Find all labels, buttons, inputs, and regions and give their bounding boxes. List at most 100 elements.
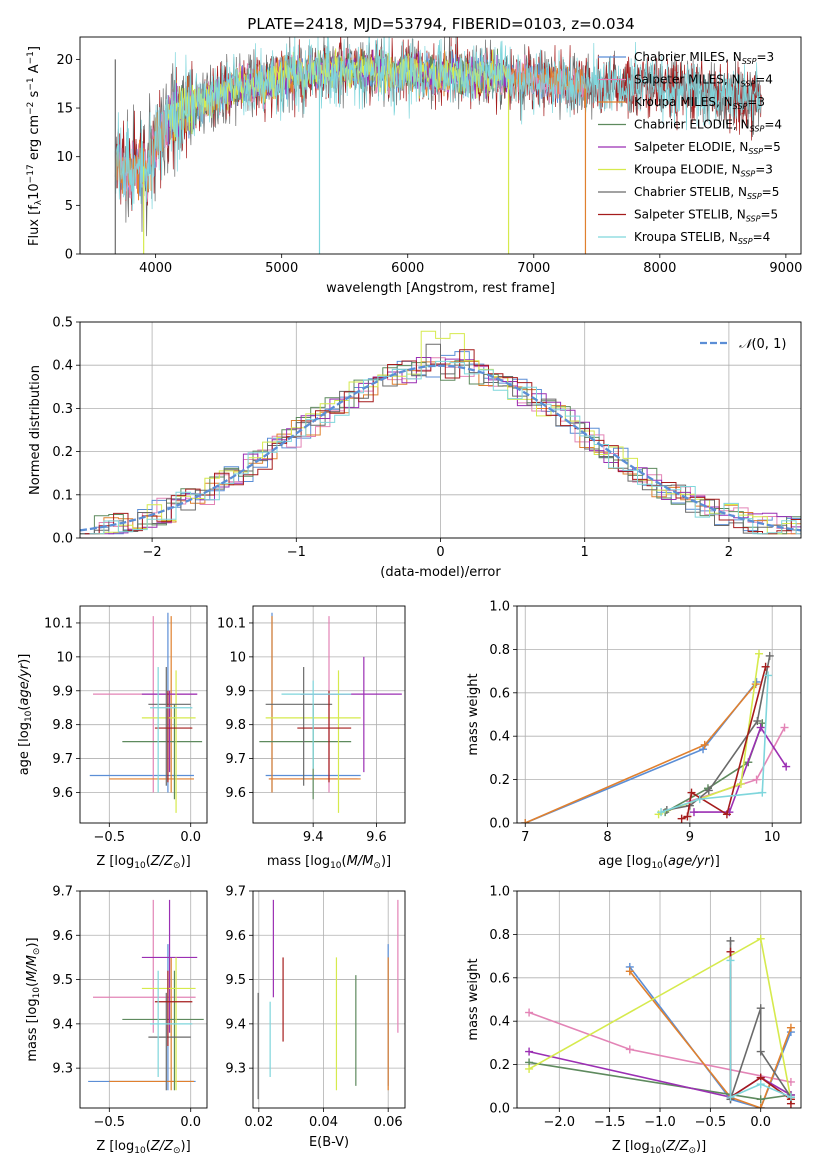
y-tick-label: 5 [65,199,73,214]
data-point-marker [657,808,666,817]
y-tick-label: 0.2 [489,773,510,788]
y-tick-label: 9.6 [52,929,73,944]
series-kroupa-stelib [657,671,773,817]
y-tick-label: 9.6 [52,786,73,801]
x-tick-label: 8000 [643,261,676,276]
grid-ebv-mass [253,890,405,1108]
errorbar-salpeter-elodie [141,899,198,1033]
x-tick-label: −1.0 [644,1115,676,1130]
panel-ebv-mass: 0.02 0.04 0.06 9.3 9.4 9.5 9.6 9.7 E(B-V) [225,885,406,1150]
plot-area-Z-mass [88,899,204,1091]
x-tick-label: −1 [287,545,306,560]
legend-label-chabrier-elodie: Chabrier ELODIE, NSSP=4 [634,118,782,134]
errorbar-kroupa-elodie [141,670,196,813]
data-point-marker [756,1004,765,1013]
y-tick-label: 9.7 [52,752,73,767]
errorbar-chabrier-stelib [148,992,191,1091]
y-tick-label: 0.4 [489,1015,510,1030]
y-tick-label: 9.5 [52,973,73,988]
x-axis-label: E(B-V) [309,1135,349,1150]
data-point-marker [683,812,692,821]
series-chabrier-miles [521,677,761,823]
histogram-kroupa-stelib [89,360,801,535]
y-tick-label: 9.4 [225,1017,246,1032]
y-tick-label: 0.4 [489,730,510,745]
errorbar-salpeter-stelib [297,690,352,783]
plot-area-Z-weight [525,934,795,1108]
errorbar-kroupa-stelib [281,680,352,769]
y-tick-label: 9.6 [225,786,246,801]
x-tick-label: 0.04 [309,1115,338,1130]
x-tick-label: 9 [686,830,694,845]
plot-area-mass-age [259,612,402,813]
x-tick-label: −2 [143,545,162,560]
y-tick-label: 9.7 [52,885,73,900]
errorbar-chabrier-elodie [122,970,204,1091]
series-kroupa-stelib [726,956,795,1102]
series-line [660,675,769,813]
errorbar-kroupa-stelib [150,667,193,793]
grid-Z-age [80,606,207,823]
panel-residuals: −2 −1 0 1 2 0.0 0.1 0.2 0.3 0.4 0.5 𝒩(0, 1) (data-mo… [28,316,802,580]
data-point-marker [765,651,774,660]
data-point-marker [755,649,764,658]
plot-area-age-weight [521,649,791,823]
x-axis-label: Z [log10(Z/Z⊙)] [96,1139,190,1156]
x-tick-label: 7000 [517,261,550,276]
data-point-marker [752,775,761,784]
y-tick-label: 9.3 [225,1062,246,1077]
data-point-marker [700,740,709,749]
y-tick-label: 9.7 [225,885,246,900]
panel-Z-age: −0.5 0.0 9.6 9.7 9.8 9.9 10 10.1 Z [log10(Z/Z⊙)]… [17,605,208,871]
axes-frame [79,36,802,255]
data-point-marker [736,779,745,788]
y-tick-label: 10.1 [44,616,73,631]
histogram-kroupa-miles [89,361,801,535]
y-tick-label: 0.8 [489,928,510,943]
errorbar-chabrier-stelib [265,667,333,786]
x-tick-label: 0.0 [180,830,201,845]
x-tick-label: 9000 [769,261,802,276]
errorbar-chabrier-elodie [259,704,352,800]
x-tick-label: −2.0 [544,1115,576,1130]
errorbar-salpeter-elodie [300,656,402,773]
y-tick-label: 0 [65,248,73,263]
y-tick-label: 9.8 [225,718,246,733]
legend-label-kroupa-miles: Kroupa MILES, NSSP=3 [634,95,765,111]
y-tick-label: 0.0 [489,1102,510,1117]
x-tick-label: 9.6 [366,830,387,845]
data-point-marker [756,1047,765,1056]
x-tick-label: 4000 [139,261,172,276]
y-tick-label: 9.8 [52,718,73,733]
plot-area-Z-age [89,612,203,813]
y-axis-label: Flux [fλ10−17 erg cm−2 s−1 A−1] [26,46,44,246]
legend-label-salpeter-stelib: Salpeter STELIB, NSSP=5 [634,208,778,224]
errorbar-salpeter-stelib [154,690,193,783]
y-tick-label: 0.5 [52,316,73,331]
y-tick-label: 10 [229,650,246,665]
y-tick-label: 0.2 [489,1058,510,1073]
x-axis-label: Z [log10(Z/Z⊙)] [612,1139,706,1156]
y-axis-label: mass weight [466,673,481,755]
data-point-marker [695,795,704,804]
series-line [524,681,758,823]
y-tick-label: 9.6 [225,929,246,944]
errorbar-kroupa-stelib [150,970,193,1077]
axes-frame [516,605,802,824]
data-point-marker [625,967,634,976]
x-tick-label: 1 [581,545,589,560]
series-line [729,960,792,1099]
axes-frame [252,890,406,1109]
series-line [524,683,757,823]
x-tick-label: 2 [725,545,733,560]
x-tick-label: −0.5 [94,830,126,845]
data-point-marker [726,956,735,965]
legend-label-chabrier-miles: Chabrier MILES, NSSP=3 [634,50,774,66]
x-tick-label: −0.5 [695,1115,727,1130]
data-point-marker [786,1093,795,1102]
panel-Z-weight: −2.0 −1.5 −1.0 −0.5 0.0 0.0 0.2 0.4 0.6 0.8 1.0 mas… [466,885,802,1156]
data-point-marker [625,1045,634,1054]
y-tick-label: 15 [56,102,73,117]
data-point-marker [764,671,773,680]
y-tick-label: 9.5 [225,973,246,988]
